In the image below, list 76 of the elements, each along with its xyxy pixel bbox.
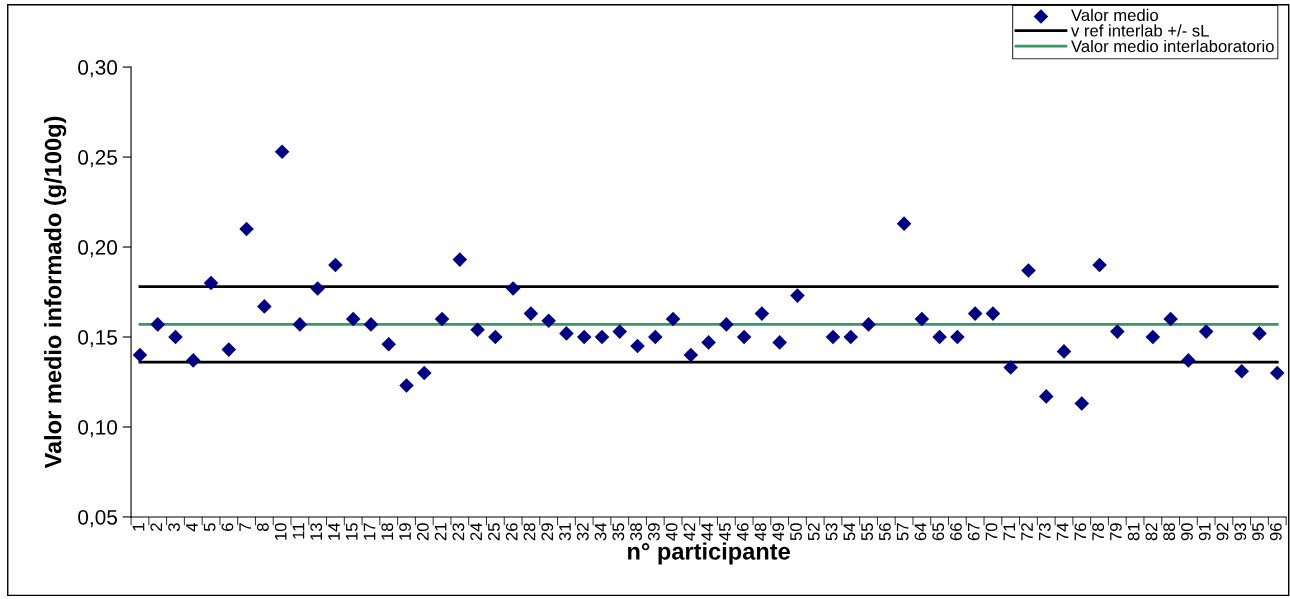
x-tick-label: 90 [1181, 523, 1193, 541]
x-tick-label: 48 [754, 523, 767, 541]
x-tick-label: 1 [132, 523, 145, 531]
x-tick-label: 42 [683, 523, 696, 541]
x-tick-label: 18 [381, 523, 394, 540]
x-tick-label: 81 [1127, 523, 1140, 541]
x-tick-label: 39 [647, 523, 660, 541]
x-tick-label: 46 [736, 523, 749, 541]
x-tick-label: 25 [488, 523, 500, 541]
x-tick-label: 57 [896, 523, 909, 541]
x-tick-label: 79 [1109, 523, 1122, 541]
x-tick-label: 72 [1021, 523, 1033, 541]
x-tick-label: 14 [328, 522, 340, 540]
x-tick-label: 78 [1092, 523, 1105, 541]
x-tick-label: 11 [292, 523, 305, 539]
x-tick-label: 20 [416, 523, 429, 541]
x-tick-label: 23 [452, 523, 465, 541]
y-tick-label: 0,15 [78, 330, 117, 348]
x-tick-label: 6 [221, 523, 234, 531]
x-tick-label: 65 [932, 523, 945, 541]
x-tick-label: 73 [1038, 523, 1051, 541]
x-tick-label: 35 [612, 523, 625, 541]
x-tick-label: 28 [523, 523, 536, 541]
x-tick-label: 29 [541, 523, 554, 541]
legend-label: Valor medio interlaboratorio [1071, 39, 1274, 53]
x-axis-title: n° participante [628, 542, 790, 565]
y-tick-label: 0,05 [78, 509, 117, 528]
x-tick-label: 76 [1074, 523, 1087, 541]
x-tick-label: 4 [186, 522, 198, 532]
x-tick-label: 88 [1163, 523, 1176, 541]
legend-label: Valor medio [1071, 8, 1158, 22]
x-tick-label: 55 [861, 523, 873, 541]
y-axis-title: Valor medio informado (g/100g) [44, 116, 67, 469]
x-tick-label: 40 [665, 523, 678, 541]
x-tick-label: 82 [1145, 523, 1158, 541]
x-tick-label: 5 [203, 523, 216, 532]
x-tick-label: 26 [505, 523, 518, 541]
x-tick-label: 19 [399, 523, 411, 540]
x-tick-label: 92 [1216, 523, 1229, 541]
x-tick-label: 54 [843, 522, 856, 541]
y-tick-label: 0,30 [78, 60, 118, 78]
x-tick-label: 3 [168, 523, 180, 532]
x-tick-label: 31 [559, 523, 571, 541]
x-tick-label: 44 [701, 522, 713, 541]
x-tick-label: 10 [274, 523, 287, 540]
x-tick-label: 24 [470, 522, 482, 541]
x-tick-label: 67 [967, 523, 980, 541]
x-tick-label: 2 [150, 523, 163, 531]
x-tick-label: 56 [878, 523, 891, 541]
x-tick-label: 38 [630, 523, 642, 541]
x-tick-label: 21 [434, 523, 447, 541]
x-tick-label: 52 [807, 523, 820, 541]
x-tick-label: 32 [576, 523, 589, 541]
x-tick-label: 64 [914, 522, 927, 541]
x-tick-label: 13 [310, 523, 323, 540]
x-tick-label: 95 [1252, 523, 1264, 541]
x-tick-label: 53 [825, 523, 838, 541]
x-tick-label: 34 [594, 522, 607, 541]
x-tick-label: 71 [1003, 523, 1015, 541]
legend-label: v ref interlab +/- sL [1071, 24, 1209, 37]
x-tick-label: 50 [790, 523, 802, 541]
x-tick-label: 66 [950, 523, 962, 541]
x-tick-label: 93 [1234, 523, 1247, 541]
x-tick-label: 45 [719, 523, 731, 541]
y-tick-label: 0,25 [78, 150, 117, 168]
x-tick-label: 74 [1056, 522, 1069, 541]
x-tick-label: 7 [239, 523, 251, 531]
x-tick-label: 96 [1269, 523, 1282, 541]
x-tick-label: 15 [346, 523, 358, 540]
y-tick-label: 0,20 [78, 240, 118, 258]
x-tick-label: 17 [363, 523, 376, 540]
x-tick-label: 91 [1198, 523, 1211, 541]
x-tick-label: 70 [985, 523, 998, 541]
x-tick-label: 8 [257, 523, 269, 532]
y-tick-label: 0,10 [78, 419, 118, 438]
x-tick-label: 49 [772, 523, 785, 541]
